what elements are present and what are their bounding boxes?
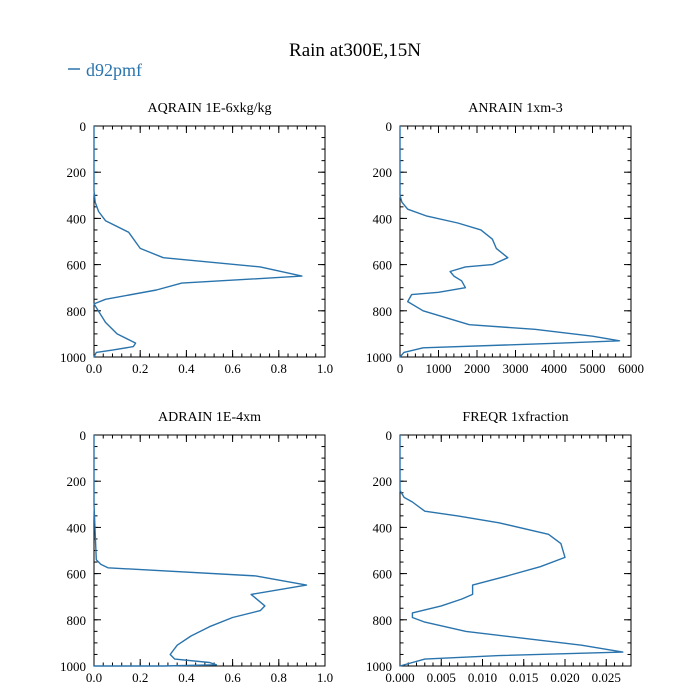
x-tick-label: 3000 [503,361,529,376]
x-tick-label: 0.005 [427,670,456,685]
y-tick-label: 800 [67,304,87,319]
plot-frame [93,125,326,358]
y-tick-label: 400 [67,520,87,535]
x-tick-label: 1.0 [317,670,333,685]
x-tick-label: 0.025 [592,670,621,685]
panel-1: AQRAIN 1E-6xkg/kg 0.0 0.2 0.4 0.6 0.8 1.0 0 200 4… [60,101,333,376]
y-tick-label: 0 [80,119,87,134]
y-tick-label: 400 [67,211,87,226]
y-tick-label: 0 [80,428,87,443]
panel-title: ANRAIN 1xm-3 [468,101,563,116]
panels-group: AQRAIN 1E-6xkg/kg 0.0 0.2 0.4 0.6 0.8 1.0 0 200 4… [60,101,644,685]
panel-4: FREQR 1xfraction 0.000 0.005 0.010 0.015 0.02… [366,410,632,685]
y-tick-label: 600 [373,567,393,582]
y-tick-label: 200 [67,165,87,180]
y-tick-label: 400 [373,211,393,226]
y-tick-label: 600 [67,567,87,582]
y-tick-label: 200 [373,474,393,489]
x-tick-label: 0.000 [385,670,414,685]
y-tick-label: 1000 [60,350,86,365]
y-tick-label: 800 [373,304,393,319]
panel-3: ADRAIN 1E-4xm 0.0 0.2 0.4 0.6 0.8 1.0 0 200 400 60… [60,410,333,685]
x-tick-label: 0.6 [224,361,241,376]
y-tick-label: 800 [373,613,393,628]
x-tick-label: 0.2 [132,670,148,685]
y-tick-label: 0 [386,428,393,443]
plot-frame [399,434,632,667]
x-tick-label: 2000 [464,361,490,376]
panel-title: FREQR 1xfraction [462,410,568,425]
x-tick-label: 0.6 [224,670,241,685]
plot-frame [93,434,326,667]
x-tick-label: 0.020 [550,670,579,685]
x-tick-label: 0.015 [509,670,538,685]
series-line-d92pmf [399,126,621,358]
y-tick-label: 800 [67,613,87,628]
x-tick-label: 5000 [580,361,606,376]
panel-2: ANRAIN 1xm-3 0 1000 2000 3000 4000 5000 6000 0 20… [366,101,644,376]
y-tick-label: 0 [386,119,393,134]
figure-title: Rain at300E,15N [289,40,421,61]
x-tick-label: 0.4 [178,361,195,376]
x-tick-label: 0.8 [271,670,287,685]
x-tick-label: 1000 [426,361,452,376]
series-line-d92pmf [93,435,308,667]
y-tick-label: 200 [373,165,393,180]
y-tick-label: 1000 [366,659,392,674]
x-tick-label: 0.0 [86,670,102,685]
x-tick-label: 0.4 [178,670,195,685]
x-tick-label: 0.010 [468,670,497,685]
panel-title: ADRAIN 1E-4xm [158,410,261,425]
y-tick-label: 1000 [60,659,86,674]
x-tick-label: 0.8 [271,361,287,376]
x-tick-label: 1.0 [317,361,333,376]
series-line-d92pmf [93,126,303,358]
legend-label: d92pmf [86,60,142,80]
series-line-d92pmf [399,435,624,667]
y-tick-label: 1000 [366,350,392,365]
x-tick-label: 4000 [541,361,567,376]
x-tick-label: 0.0 [86,361,102,376]
x-tick-label: 0.2 [132,361,148,376]
y-tick-label: 400 [373,520,393,535]
x-tick-label: 6000 [618,361,644,376]
y-tick-label: 600 [67,258,87,273]
panel-title: AQRAIN 1E-6xkg/kg [147,101,271,116]
y-tick-label: 200 [67,474,87,489]
y-tick-label: 600 [373,258,393,273]
plot-frame [399,125,632,358]
x-tick-label: 0 [397,361,404,376]
